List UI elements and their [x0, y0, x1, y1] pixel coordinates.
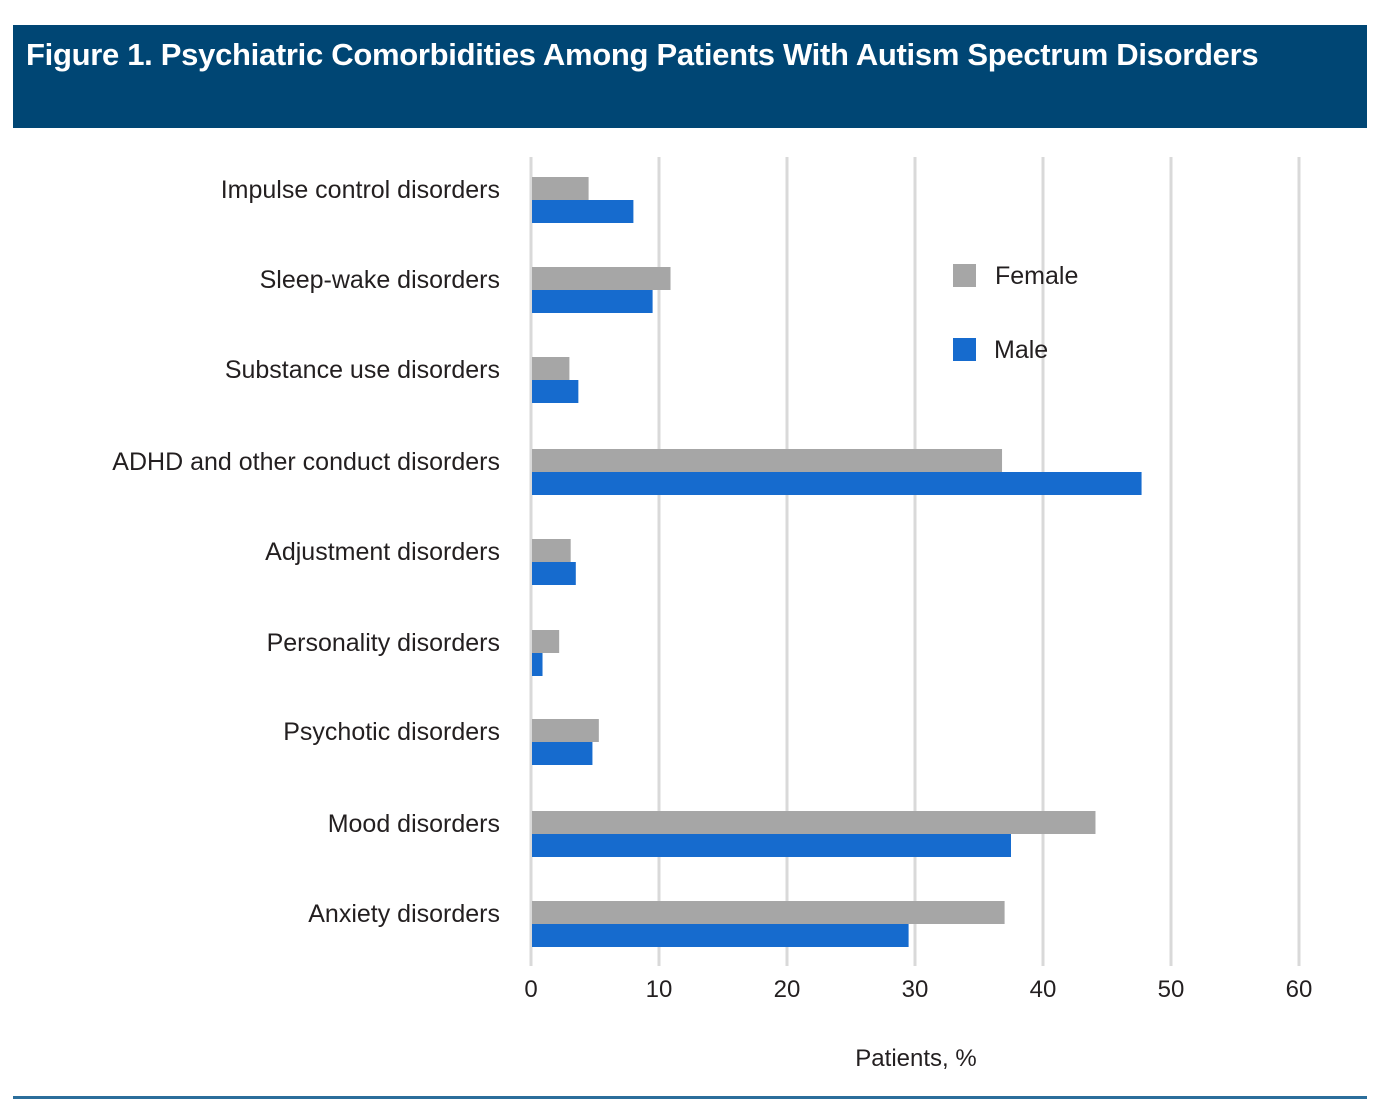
category-label: Adjustment disorders [265, 538, 500, 566]
x-axis-title: Patients, % [855, 1045, 976, 1072]
bar-female-6 [532, 719, 599, 742]
x-tick-label: 30 [902, 976, 929, 1003]
bar-female-7 [532, 811, 1096, 834]
bar-male-5 [532, 653, 543, 676]
bar-male-6 [532, 742, 593, 765]
bar-female-1 [532, 267, 671, 290]
bar-male-8 [532, 924, 909, 947]
bar-male-0 [532, 200, 634, 223]
x-tick-label: 0 [524, 976, 537, 1003]
bar-male-7 [532, 834, 1011, 857]
bars [532, 177, 1142, 947]
bar-female-4 [532, 539, 571, 562]
category-label: Sleep-wake disorders [260, 266, 500, 294]
legend-label-male: Male [994, 336, 1048, 364]
bar-male-2 [532, 380, 579, 403]
legend: Female Male [953, 262, 1078, 364]
figure-title: Figure 1. Psychiatric Comorbidities Amon… [26, 37, 1259, 72]
category-label: Psychotic disorders [283, 718, 500, 746]
category-label: ADHD and other conduct disorders [112, 448, 500, 476]
legend-swatch-female [953, 264, 976, 287]
legend-label-female: Female [995, 262, 1078, 290]
x-tick-label: 40 [1030, 976, 1057, 1003]
category-label: Anxiety disorders [308, 900, 500, 928]
x-tick-label: 50 [1158, 976, 1185, 1003]
category-label: Mood disorders [328, 810, 500, 838]
bar-female-2 [532, 357, 570, 380]
x-tick-label: 10 [646, 976, 673, 1003]
category-label: Personality disorders [267, 629, 500, 657]
bar-male-4 [532, 562, 576, 585]
bar-female-8 [532, 901, 1005, 924]
bar-female-0 [532, 177, 589, 200]
x-tick-labels: 0 10 20 30 40 50 60 [524, 976, 1312, 1003]
bar-male-3 [532, 472, 1142, 495]
legend-swatch-male [953, 338, 976, 361]
category-label: Impulse control disorders [221, 176, 500, 204]
bar-female-3 [532, 449, 1003, 472]
x-tick-label: 60 [1286, 976, 1313, 1003]
category-label: Substance use disorders [225, 356, 500, 384]
bottom-rule [13, 1096, 1367, 1099]
bar-male-1 [532, 290, 653, 313]
figure-title-bar: Figure 1. Psychiatric Comorbidities Amon… [13, 25, 1367, 128]
bar-female-5 [532, 630, 560, 653]
category-labels: Impulse control disorders Sleep-wake diso… [112, 176, 500, 928]
x-tick-label: 20 [774, 976, 801, 1003]
